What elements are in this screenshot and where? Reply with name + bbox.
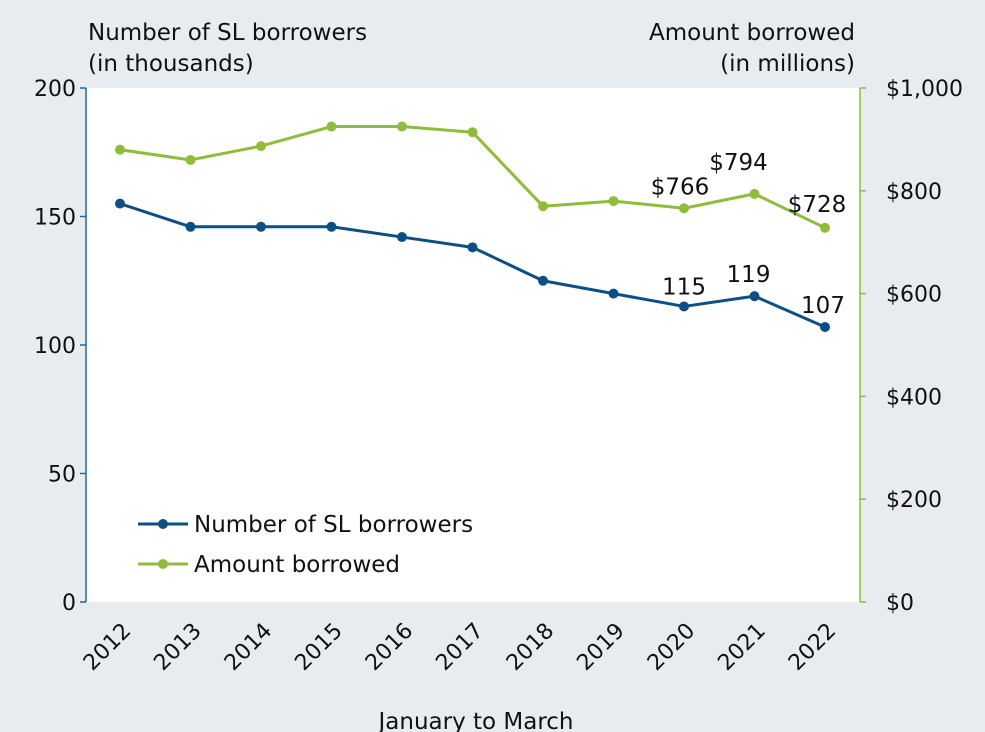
data-point-borrowers xyxy=(326,221,337,232)
data-point-amount xyxy=(679,203,689,214)
right-axis-tick-label: $1,000 xyxy=(886,77,963,102)
data-point-amount xyxy=(538,201,548,212)
legend-marker-borrowers xyxy=(158,519,168,529)
legend-marker-amount xyxy=(158,559,168,569)
data-point-amount xyxy=(115,144,125,155)
legend-label-amount: Amount borrowed xyxy=(194,552,400,578)
right-axis-title-line-1: Amount borrowed xyxy=(649,20,855,46)
data-point-amount xyxy=(467,127,478,138)
data-point-borrowers xyxy=(538,275,548,286)
right-axis-tick-label: $0 xyxy=(886,591,914,616)
data-point-amount xyxy=(397,121,407,132)
data-label-borrowers: 115 xyxy=(662,274,706,300)
legend-label-borrowers: Number of SL borrowers xyxy=(194,512,473,538)
data-point-amount xyxy=(326,121,337,132)
left-axis-tick-label: 150 xyxy=(34,206,76,231)
series-layer xyxy=(115,121,830,333)
data-point-borrowers xyxy=(256,221,266,232)
data-point-amount xyxy=(608,196,619,207)
right-axis-tick-label: $600 xyxy=(886,283,942,308)
right-axis-tick-label: $800 xyxy=(886,180,942,205)
data-label-amount: $728 xyxy=(788,192,847,218)
data-label-amount: $766 xyxy=(651,174,710,200)
left-axis-tick-label: 50 xyxy=(48,463,76,488)
right-axis-tick-label: $200 xyxy=(886,488,942,513)
data-label-amount: $794 xyxy=(709,150,768,176)
data-point-amount xyxy=(185,154,196,165)
plot-area xyxy=(86,88,860,602)
data-point-borrowers xyxy=(467,242,478,253)
data-point-amount xyxy=(820,222,830,233)
left-axis-tick-label: 200 xyxy=(34,77,76,102)
x-axis-title: January to March xyxy=(376,709,573,732)
data-labels: 115 119 107 $766$794 $728 xyxy=(651,150,847,319)
data-label-borrowers: 107 xyxy=(801,293,845,319)
left-axis-title-line-1: Number of SL borrowers xyxy=(88,20,367,46)
data-point-borrowers xyxy=(397,232,407,243)
data-point-borrowers xyxy=(820,322,830,333)
left-axis-tick-label: 100 xyxy=(34,334,76,359)
legend: Number of SL borrowers Amount borrowed xyxy=(138,512,473,578)
data-point-amount xyxy=(749,188,760,199)
data-point-borrowers xyxy=(185,221,196,232)
data-point-borrowers xyxy=(608,288,619,299)
data-point-borrowers xyxy=(679,301,689,312)
left-y-axis: 0 50 100 150 200 xyxy=(34,77,87,616)
right-axis-tick-label: $400 xyxy=(886,385,942,410)
right-y-axis: $0 $200 $400 $600 $800 $1,000 xyxy=(859,77,963,616)
data-point-amount xyxy=(256,141,266,152)
data-point-borrowers xyxy=(115,198,125,209)
left-axis-tick-label: 0 xyxy=(62,591,76,616)
data-point-borrowers xyxy=(749,291,760,302)
data-label-borrowers: 119 xyxy=(727,262,771,288)
right-axis-title-line-2: (in millions) xyxy=(720,51,855,77)
left-axis-title-line-2: (in thousands) xyxy=(88,51,254,77)
